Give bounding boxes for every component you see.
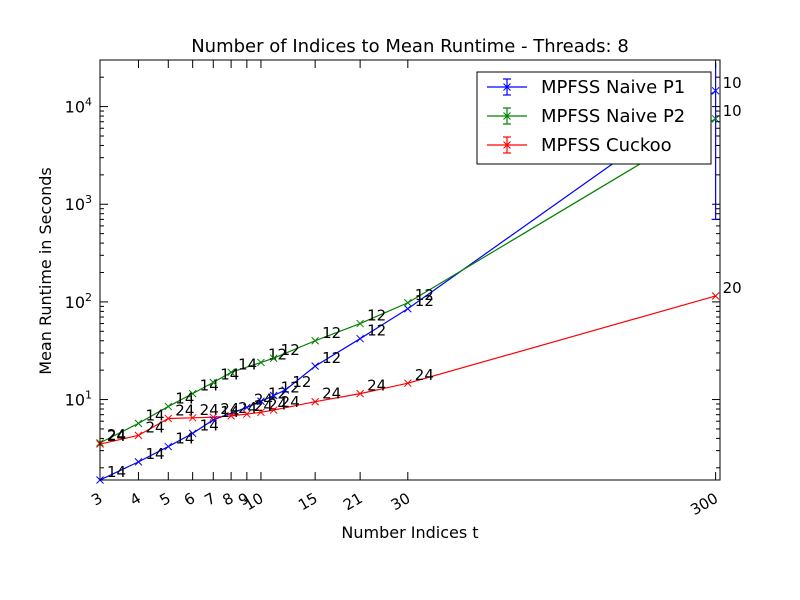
data-label: 12 [367, 322, 386, 340]
y-tick-label: 101 [65, 389, 92, 410]
legend-entry: MPFSS Naive P2 [487, 106, 685, 127]
data-label: 12 [281, 379, 300, 397]
data-point [269, 354, 278, 363]
y-tick-label: 102 [65, 291, 92, 312]
data-point [711, 86, 720, 95]
data-label: 14 [220, 403, 239, 421]
data-label: 24 [220, 400, 239, 418]
y-tick-label: 103 [65, 193, 92, 214]
legend: MPFSS Naive P1 MPFSS Naive P2 MPFSS Cuckoo [476, 71, 712, 165]
data-point [209, 378, 218, 387]
y-axis-label: Mean Runtime in Seconds [36, 167, 55, 374]
legend-label: MPFSS Naive P2 [541, 106, 685, 127]
data-point [188, 429, 197, 438]
data-label: 12 [415, 286, 434, 304]
data-label: 10 [723, 102, 742, 120]
data-label: 10 [723, 74, 742, 92]
data-point [257, 397, 265, 406]
chart-title: Number of Indices to Mean Runtime - Thre… [191, 36, 629, 57]
data-point [134, 419, 143, 428]
data-label: 14 [107, 463, 126, 481]
data-point [311, 362, 320, 370]
legend-marker [503, 83, 511, 91]
data-point [356, 389, 364, 398]
plot-content: 1414141414241212121212121024141414141412… [96, 62, 742, 484]
data-point [227, 368, 235, 377]
data-point [164, 442, 173, 451]
data-label: 14 [220, 365, 239, 383]
legend-marker [503, 112, 511, 120]
data-label: 12 [292, 373, 311, 391]
data-point [403, 304, 412, 313]
legend-entry: MPFSS Naive P1 [487, 77, 685, 98]
data-label: 14 [175, 389, 194, 407]
data-point [403, 379, 412, 388]
data-point [269, 391, 278, 400]
data-point [209, 413, 218, 422]
data-point [257, 358, 265, 367]
data-point [356, 334, 364, 343]
y-tick-label: 104 [65, 96, 92, 117]
data-label: 14 [145, 406, 164, 424]
data-point [227, 412, 235, 420]
data-label: 24 [238, 399, 257, 417]
data-point [134, 458, 143, 466]
legend-label: MPFSS Naive P1 [541, 77, 685, 98]
data-point [356, 319, 364, 328]
data-label: 24 [200, 401, 219, 419]
series-line-2 [100, 118, 716, 444]
data-label: 14 [175, 430, 194, 448]
data-point [164, 402, 173, 411]
x-axis-label: Number Indices t [341, 523, 478, 542]
data-label: 24 [367, 377, 386, 395]
legend-label: MPFSS Cuckoo [541, 135, 672, 156]
data-label: 12 [367, 307, 386, 325]
data-label: 12 [415, 292, 434, 310]
data-label: 24 [322, 385, 341, 403]
data-label: 14 [145, 445, 164, 463]
data-label: 14 [238, 355, 257, 373]
legend-entry: MPFSS Cuckoo [487, 135, 672, 156]
legend-marker [503, 141, 511, 149]
data-label: 12 [322, 349, 341, 367]
data-label: 12 [268, 384, 287, 402]
data-label: 24 [107, 426, 126, 444]
data-point [134, 431, 143, 440]
data-point [243, 403, 251, 412]
data-point [311, 336, 320, 345]
data-label: 24 [145, 418, 164, 436]
plot-frame [99, 59, 721, 481]
data-label: 20 [723, 279, 742, 297]
data-label: 24 [107, 427, 126, 445]
data-label: 12 [322, 324, 341, 342]
data-point [257, 408, 265, 417]
data-point [403, 298, 412, 307]
data-point [269, 406, 278, 414]
data-point [188, 389, 197, 398]
data-point [188, 413, 197, 422]
data-label: 12 [281, 341, 300, 359]
data-point [711, 292, 720, 300]
data-point [209, 415, 218, 424]
data-label: 24 [281, 393, 300, 411]
data-point [311, 397, 320, 406]
data-point [243, 410, 251, 418]
data-point [281, 386, 290, 394]
data-point [164, 414, 173, 423]
data-label: 24 [415, 366, 434, 384]
